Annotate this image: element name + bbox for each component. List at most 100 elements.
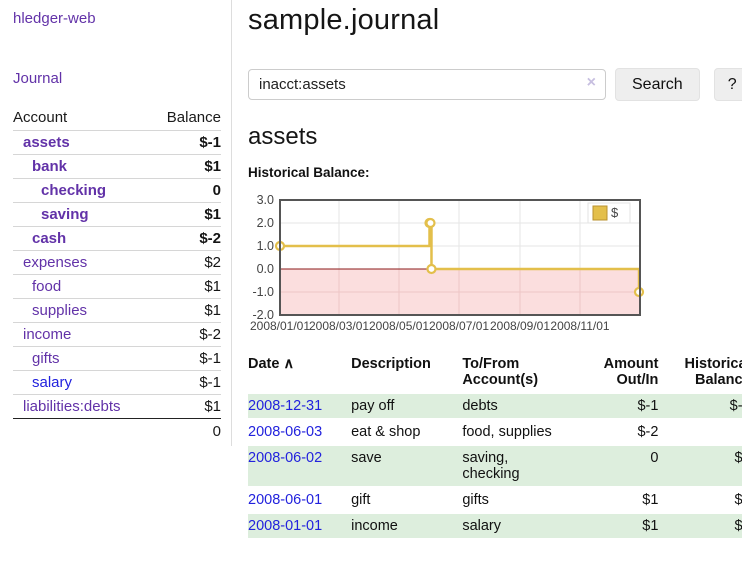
svg-text:2008/01/01: 2008/01/01: [250, 319, 310, 333]
search-button[interactable]: Search: [615, 68, 700, 101]
account-row: income $-2: [13, 322, 221, 347]
sidebar-account-link[interactable]: food: [32, 278, 62, 295]
account-balance: 0: [151, 178, 221, 203]
search-bar: × Search ?: [248, 68, 742, 101]
register-description: eat & shop: [351, 424, 421, 440]
balance-column-header: Balance: [166, 109, 221, 126]
sidebar-account-link[interactable]: expenses: [23, 254, 88, 271]
account-row: supplies $1: [13, 298, 221, 323]
clear-search-icon[interactable]: ×: [586, 74, 596, 91]
description-column-header: Description: [351, 356, 431, 372]
register-date-link[interactable]: 2008-12-31: [248, 398, 323, 414]
main-content: sample.journal × Search ? assets Histori…: [232, 0, 742, 540]
account-row: assets $-1: [13, 130, 221, 155]
account-row: bank $1: [13, 154, 221, 179]
svg-text:2.0: 2.0: [257, 216, 274, 230]
account-row: food $1: [13, 274, 221, 299]
account-row: gifts $-1: [13, 346, 221, 371]
account-balance: $-2: [151, 322, 221, 347]
account-column-header: Account: [13, 109, 68, 126]
search-help-button[interactable]: ?: [713, 68, 742, 101]
chart-title: Historical Balance:: [248, 165, 370, 180]
account-row: salary $-1: [13, 370, 221, 395]
date-column-header[interactable]: Date ∧: [248, 356, 295, 372]
sidebar-account-link[interactable]: cash: [32, 230, 67, 247]
sidebar-account-link[interactable]: salary: [32, 374, 73, 391]
sidebar-account-link[interactable]: income: [23, 326, 72, 343]
table-row: 2008-01-01 income salary $1 $1: [248, 514, 742, 538]
register-accounts: saving, checking: [462, 450, 520, 482]
register-accounts: food, supplies: [462, 424, 552, 440]
register-description: gift: [351, 492, 371, 508]
svg-text:2008/07/01: 2008/07/01: [429, 319, 489, 333]
register-date-link[interactable]: 2008-06-02: [248, 450, 323, 466]
register-header-row: Date ∧ Description To/From Account(s) Am…: [248, 354, 742, 392]
register-date-link[interactable]: 2008-01-01: [248, 518, 323, 534]
table-row: 2008-06-03 eat & shop food, supplies $-20: [248, 420, 742, 444]
register-date-link[interactable]: 2008-06-01: [248, 492, 323, 508]
accounts-header-row: Account Balance: [13, 106, 221, 131]
account-balance: $1: [151, 298, 221, 323]
account-balance: $1: [151, 202, 221, 227]
svg-text:-2.0: -2.0: [252, 308, 274, 322]
register-balance: 0: [658, 420, 742, 444]
account-balance: $-1: [151, 370, 221, 395]
table-row: 2008-12-31 pay off debts $-1 $-1: [248, 394, 742, 418]
svg-text:2008/09/01: 2008/09/01: [490, 319, 550, 333]
account-balance: $2: [151, 250, 221, 275]
svg-text:$: $: [611, 205, 619, 220]
register-accounts: debts: [462, 398, 498, 414]
accounts-total-row: 0: [13, 418, 221, 444]
accounts-column-header: To/From Account(s): [462, 356, 539, 388]
account-balance: $-1: [151, 130, 221, 155]
sidebar-account-link[interactable]: liabilities:debts: [23, 398, 121, 415]
register-date-link[interactable]: 2008-06-03: [248, 424, 323, 440]
register-amount: $-1: [637, 398, 659, 414]
register-balance: $2: [734, 492, 742, 508]
account-balance: $-2: [151, 226, 221, 251]
register-accounts: gifts: [462, 492, 489, 508]
register-amount: $-2: [637, 424, 659, 440]
account-row: saving $1: [13, 202, 221, 227]
app-brand-link[interactable]: hledger-web: [13, 10, 96, 27]
sidebar-account-link[interactable]: saving: [41, 206, 89, 223]
register-balance: $-1: [729, 398, 742, 414]
sidebar-account-link[interactable]: supplies: [32, 302, 88, 319]
table-row: 2008-06-01 gift gifts $1 $2: [248, 488, 742, 512]
accounts-total-value: 0: [151, 418, 221, 444]
register-amount: $1: [642, 518, 659, 534]
svg-text:3.0: 3.0: [257, 193, 274, 207]
svg-text:0.0: 0.0: [257, 262, 274, 276]
search-input[interactable]: [248, 69, 606, 100]
register-description: save: [351, 450, 382, 466]
account-row: cash $-2: [13, 226, 221, 251]
register-balance: $1: [734, 518, 742, 534]
register-amount: 0: [650, 450, 659, 466]
page-title: sample.journal: [248, 4, 440, 36]
svg-text:2008/11/01: 2008/11/01: [550, 319, 609, 333]
sidebar-item-journal[interactable]: Journal: [13, 70, 63, 87]
search-input-wrap: ×: [248, 69, 606, 100]
account-heading: assets: [248, 123, 318, 150]
register-balance: $2: [734, 450, 742, 466]
sidebar-account-rows: assets $-1 bank $1 checking 0 saving $1 cash $-2 e…: [13, 130, 221, 419]
sort-ascending-icon: ∧: [283, 356, 295, 372]
register-table: Date ∧ Description To/From Account(s) Am…: [248, 352, 742, 540]
account-row: expenses $2: [13, 250, 221, 275]
sidebar-account-link[interactable]: gifts: [32, 350, 60, 367]
chart-legend: $: [587, 202, 631, 224]
legend-swatch: [592, 205, 608, 221]
plot-border: [279, 199, 641, 316]
table-row: 2008-06-02 save saving, checking 0 $2: [248, 446, 742, 486]
balance-chart-svg: 3.0 2.0 1.0 0.0 -1.0 -2.02008/01/012008/03/01…: [250, 193, 645, 333]
register-rows: 2008-12-31 pay off debts $-1 $-1 2008-06-03 ea…: [248, 394, 742, 538]
sidebar-account-link[interactable]: checking: [41, 182, 107, 199]
spacer-cell: [13, 418, 152, 444]
svg-text:2008/05/01: 2008/05/01: [369, 319, 429, 333]
sidebar-account-link[interactable]: assets: [23, 134, 70, 151]
account-row: liabilities:debts $1: [13, 394, 221, 419]
register-description: income: [351, 518, 398, 534]
svg-text:-1.0: -1.0: [252, 285, 274, 299]
account-balance: $1: [151, 154, 221, 179]
sidebar-account-link[interactable]: bank: [32, 158, 68, 175]
